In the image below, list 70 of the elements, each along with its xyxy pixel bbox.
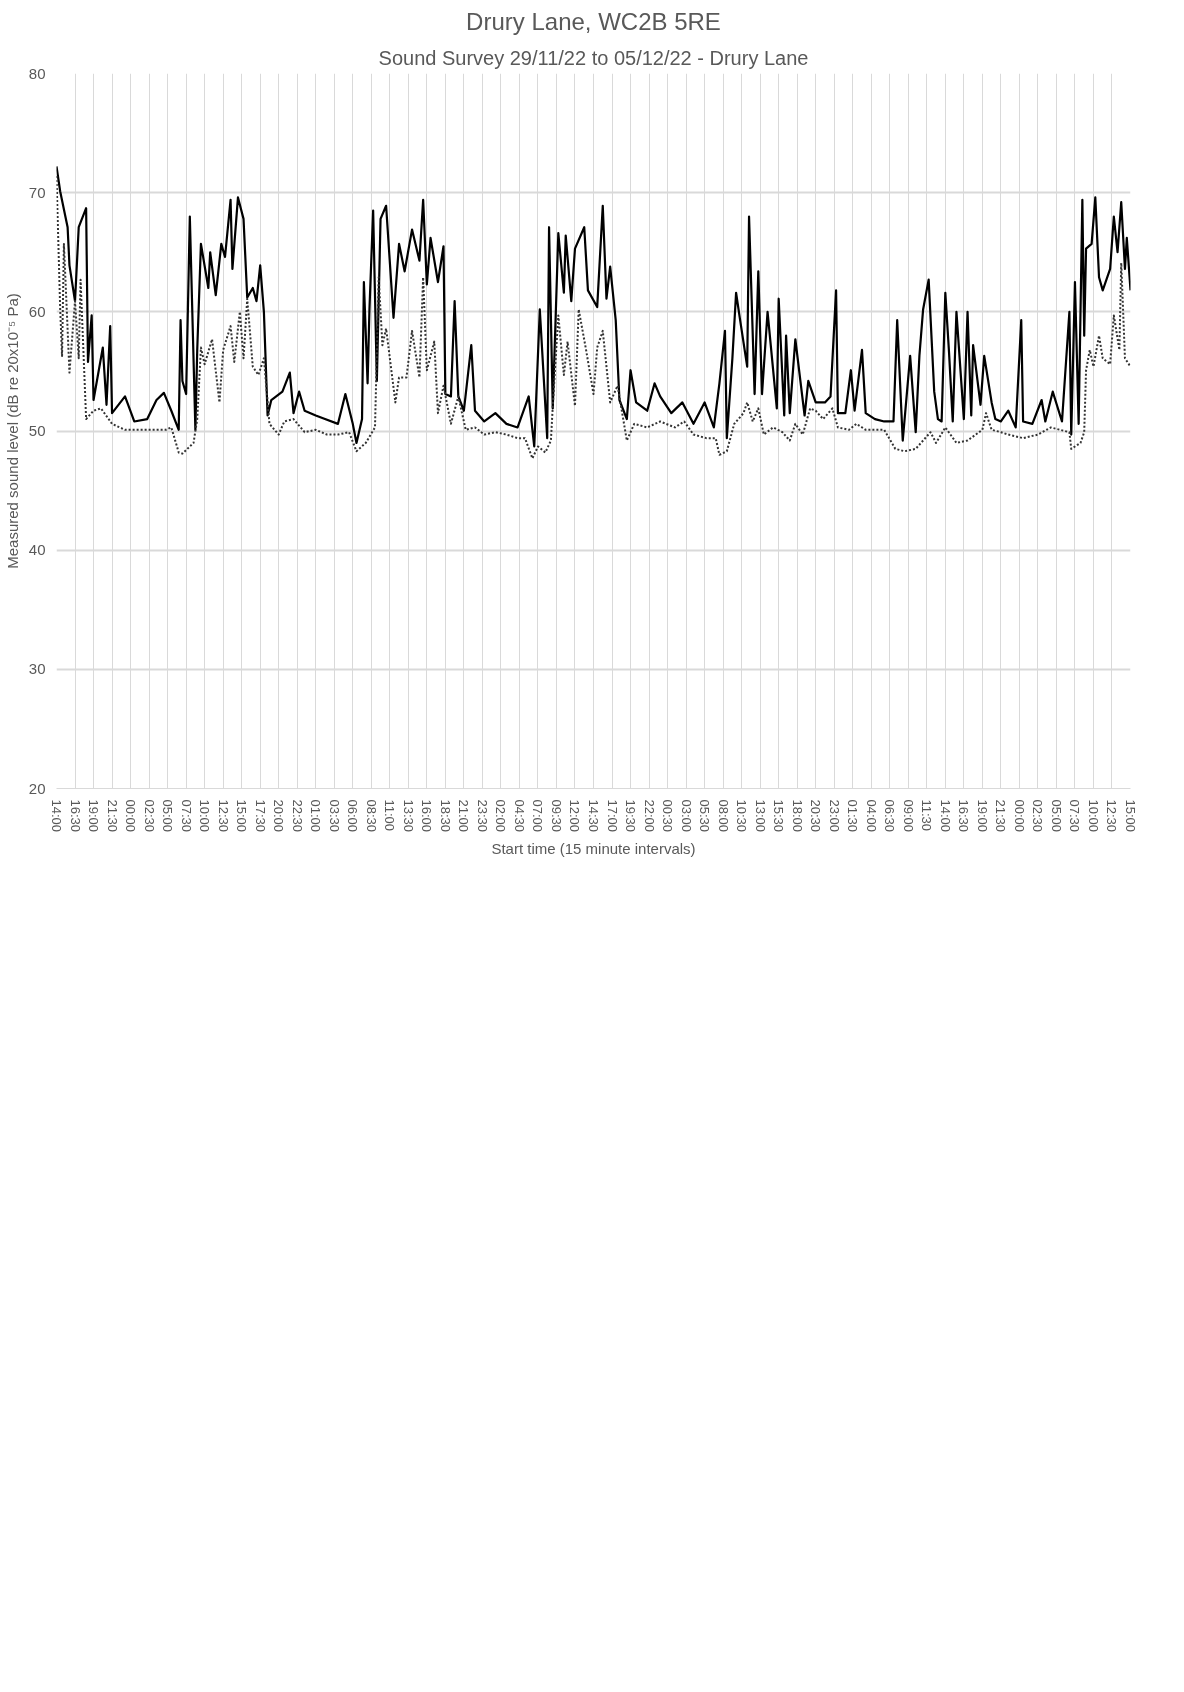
x-tick-label: 15:30 [771,799,787,833]
x-tick-label: 09:00 [900,799,916,833]
x-tick-label: 16:30 [67,799,83,833]
x-tick-label: 14:00 [49,799,64,833]
x-tick-label: 11:30 [919,799,935,832]
x-tick-label: 13:30 [400,799,416,833]
x-tick-label: 05:00 [1048,799,1064,833]
x-tick-label: 08:30 [363,799,379,833]
chart-subtitle: Sound Survey 29/11/22 to 05/12/22 - Drury Lane [378,46,809,69]
x-tick-label: 00:00 [1011,799,1027,833]
chart-title: Drury Lane, WC2B 5RE [466,7,721,35]
x-tick-label: 05:30 [697,799,713,833]
x-tick-label: 11:00 [382,799,398,832]
x-tick-label: 23:30 [474,799,490,833]
x-tick-label: 05:00 [160,799,176,833]
x-tick-label: 07:00 [530,799,546,833]
x-tick-label: 19:30 [623,799,639,833]
x-tick-label: 09:30 [548,799,564,833]
x-tick-label: 12:30 [1104,799,1120,833]
x-tick-label: 15:00 [234,799,250,833]
x-tick-label: 12:30 [215,799,231,833]
x-tick-label: 20:30 [808,799,824,833]
x-tick-label: 22:30 [289,799,305,833]
y-tick-label: 60 [28,302,46,320]
x-tick-label: 07:30 [178,799,194,833]
x-tick-label: 07:30 [1067,799,1083,833]
x-tick-label: 03:30 [326,799,342,833]
y-tick-label: 70 [28,183,46,201]
x-tick-label: 02:30 [141,799,157,833]
x-tick-label: 02:00 [493,799,509,833]
x-tick-label: 06:30 [882,799,898,833]
y-tick-label: 40 [28,541,46,559]
x-tick-label: 08:00 [715,799,731,833]
x-tick-label: 02:30 [1030,799,1046,833]
x-tick-label: 03:00 [678,799,694,833]
y-tick-label: 20 [28,779,46,797]
x-tick-label: 23:00 [826,799,842,833]
x-tick-label: 10:00 [1085,799,1101,833]
x-axis-title: Start time (15 minute intervals) [491,840,696,858]
x-tick-label: 00:30 [660,799,676,833]
x-tick-label: 21:30 [104,799,120,833]
x-tick-label: 18:00 [789,799,805,833]
x-tick-label: 18:30 [437,799,453,833]
x-tick-label: 14:30 [586,799,601,833]
x-tick-label: 20:00 [271,799,287,833]
x-tick-label: 21:30 [993,799,1009,833]
x-tick-label: 22:00 [641,799,657,833]
x-tick-label: 04:30 [511,799,527,833]
x-tick-label: 10:00 [197,799,213,833]
x-tick-label: 16:00 [419,799,435,833]
x-tick-label: 15:00 [1123,799,1138,833]
x-tick-label: 13:00 [752,799,768,833]
x-tick-label: 04:00 [863,799,879,833]
x-tick-label: 14:00 [937,799,953,833]
x-tick-label: 16:30 [956,799,972,833]
x-tick-label: 19:00 [86,799,102,833]
x-tick-label: 10:30 [734,799,750,833]
x-tick-label: 12:00 [567,799,583,833]
y-tick-label: 30 [28,660,46,678]
y-tick-label: 50 [28,422,46,439]
y-tick-label: 80 [28,64,46,82]
x-tick-label: 17:00 [604,799,620,833]
x-tick-label: 01:30 [845,799,861,833]
x-tick-label: 17:30 [252,799,268,833]
x-tick-label: 00:00 [123,799,139,833]
y-axis-title: Measured sound level (dB re 20x10⁻⁵ Pa) [3,293,21,569]
x-tick-label: 06:00 [345,799,361,833]
x-tick-label: 19:00 [974,799,990,833]
x-tick-label: 01:00 [308,799,324,833]
x-tick-label: 21:00 [456,799,472,833]
